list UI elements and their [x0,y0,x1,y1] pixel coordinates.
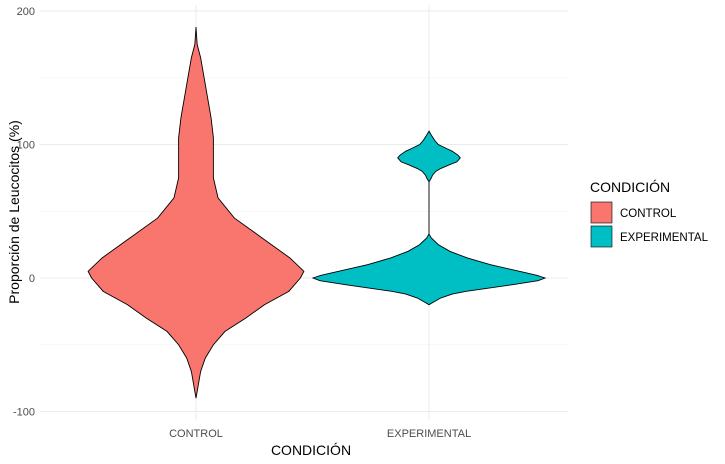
legend-label: EXPERIMENTAL [620,232,709,244]
violin-control [87,26,305,399]
y-tick-labels: -100 0 100 200 [13,6,35,419]
y-tick-label: 100 [17,140,35,152]
x-tick-labels: CONTROL EXPERIMENTAL [169,428,471,440]
legend-label: CONTROL [620,208,677,220]
x-tick-label: EXPERIMENTAL [387,428,471,440]
x-axis-title: CONDICIÓN [271,442,351,458]
legend-key-control [590,201,613,224]
grid [40,5,568,420]
y-tick-label: 0 [29,273,35,285]
violins [87,26,547,399]
y-tick-label: 200 [17,6,35,18]
y-tick-label: -100 [13,407,35,419]
y-axis-title: Proporción de Leucocitos (%) [6,120,22,304]
violin-experimental [311,130,547,306]
x-tick-label: CONTROL [169,428,223,440]
legend-title: CONDICIÓN [590,179,670,195]
legend: CONDICIÓN CONTROL EXPERIMENTAL [590,179,709,248]
legend-items: CONTROL EXPERIMENTAL [590,201,709,248]
legend-key-experimental [590,225,613,248]
